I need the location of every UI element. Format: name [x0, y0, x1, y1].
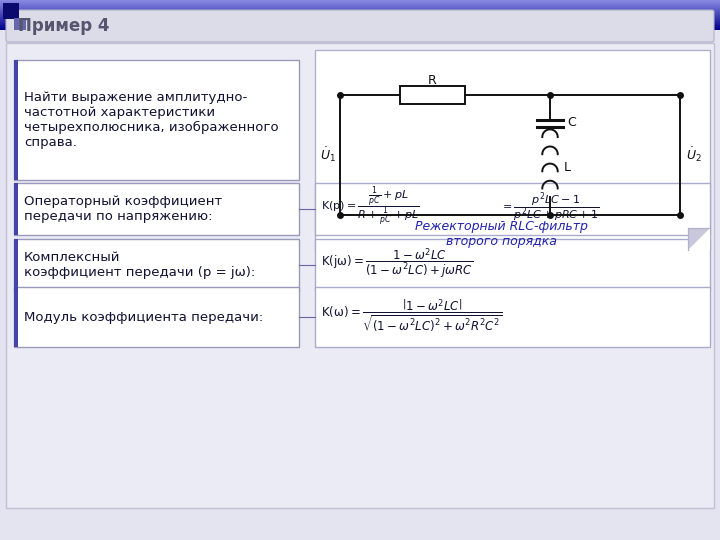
Bar	[6, 43, 714, 508]
Bar	[0, 24, 720, 26]
Bar	[14, 18, 26, 30]
Bar	[14, 60, 18, 180]
Bar	[0, 29, 720, 30]
Polygon shape	[688, 228, 710, 250]
Polygon shape	[688, 228, 710, 250]
Bar	[0, 25, 720, 27]
Bar	[0, 11, 720, 13]
Text: $\mathrm{K(p)=}\dfrac{\frac{1}{pC}+pL}{R+\frac{1}{pC}+pL}$: $\mathrm{K(p)=}\dfrac{\frac{1}{pC}+pL}{R…	[321, 185, 420, 229]
Bar	[0, 10, 720, 12]
Bar	[0, 9, 720, 10]
Bar	[14, 183, 18, 235]
Bar	[0, 1, 720, 2]
Bar	[0, 24, 720, 25]
Bar	[0, 10, 720, 11]
Text: R: R	[428, 75, 437, 87]
Bar	[0, 21, 720, 22]
Bar	[0, 12, 720, 14]
Bar	[0, 17, 720, 19]
Bar	[0, 14, 720, 15]
Bar	[0, 4, 720, 6]
Bar	[14, 287, 18, 347]
FancyBboxPatch shape	[315, 50, 710, 250]
Text: $\dot{U}_1$: $\dot{U}_1$	[320, 146, 336, 164]
Bar	[315, 183, 710, 235]
Bar	[0, 17, 720, 18]
Bar	[14, 239, 299, 291]
Bar	[0, 15, 720, 16]
Text: Режекторный RLC-фильтр
второго порядка: Режекторный RLC-фильтр второго порядка	[415, 220, 588, 248]
Text: $\mathrm{K(\omega)=}\dfrac{\left|1-\omega^2LC\right|}{\sqrt{\left(1-\omega^2LC\r: $\mathrm{K(\omega)=}\dfrac{\left|1-\omeg…	[321, 298, 503, 335]
Bar	[0, 2, 720, 3]
Bar	[0, 5, 720, 7]
Text: $\mathrm{=}\dfrac{p^2LC-1}{p^2LC+pRC+1}$: $\mathrm{=}\dfrac{p^2LC-1}{p^2LC+pRC+1}$	[500, 190, 599, 224]
Bar	[315, 239, 710, 291]
Bar	[0, 6, 720, 8]
Bar	[14, 239, 18, 291]
Text: $\mathrm{K(j\omega)=}\dfrac{1-\omega^2LC}{\left(1-\omega^2LC\right)+j\omega RC}$: $\mathrm{K(j\omega)=}\dfrac{1-\omega^2LC…	[321, 247, 473, 281]
FancyBboxPatch shape	[6, 10, 714, 42]
Text: C: C	[567, 117, 576, 130]
Bar	[0, 23, 720, 24]
Bar	[0, 0, 720, 1]
Text: Модуль коэффициента передачи:: Модуль коэффициента передачи:	[24, 310, 264, 323]
Bar	[0, 3, 720, 4]
Bar	[315, 287, 710, 347]
Bar	[0, 26, 720, 28]
Bar	[0, 16, 720, 17]
Bar	[0, 28, 720, 29]
Text: L: L	[564, 161, 571, 174]
Bar	[0, 8, 720, 9]
Text: Найти выражение амплитудно-
частотной характеристики
четырехполюсника, изображен: Найти выражение амплитудно- частотной ха…	[24, 91, 279, 149]
Bar	[14, 183, 299, 235]
Bar	[0, 19, 720, 21]
Bar	[14, 287, 299, 347]
Bar	[400, 86, 465, 104]
Text: Пример 4: Пример 4	[18, 17, 109, 35]
Bar	[14, 60, 299, 180]
Bar	[0, 3, 720, 5]
Bar	[0, 18, 720, 20]
Text: Операторный коэффициент
передачи по напряжению:: Операторный коэффициент передачи по напр…	[24, 195, 222, 223]
Text: Комплексный
коэффициент передачи (p = jω):: Комплексный коэффициент передачи (p = jω…	[24, 251, 256, 279]
Text: $\dot{U}_2$: $\dot{U}_2$	[686, 146, 702, 164]
Bar	[3, 3, 19, 19]
Bar	[0, 22, 720, 23]
